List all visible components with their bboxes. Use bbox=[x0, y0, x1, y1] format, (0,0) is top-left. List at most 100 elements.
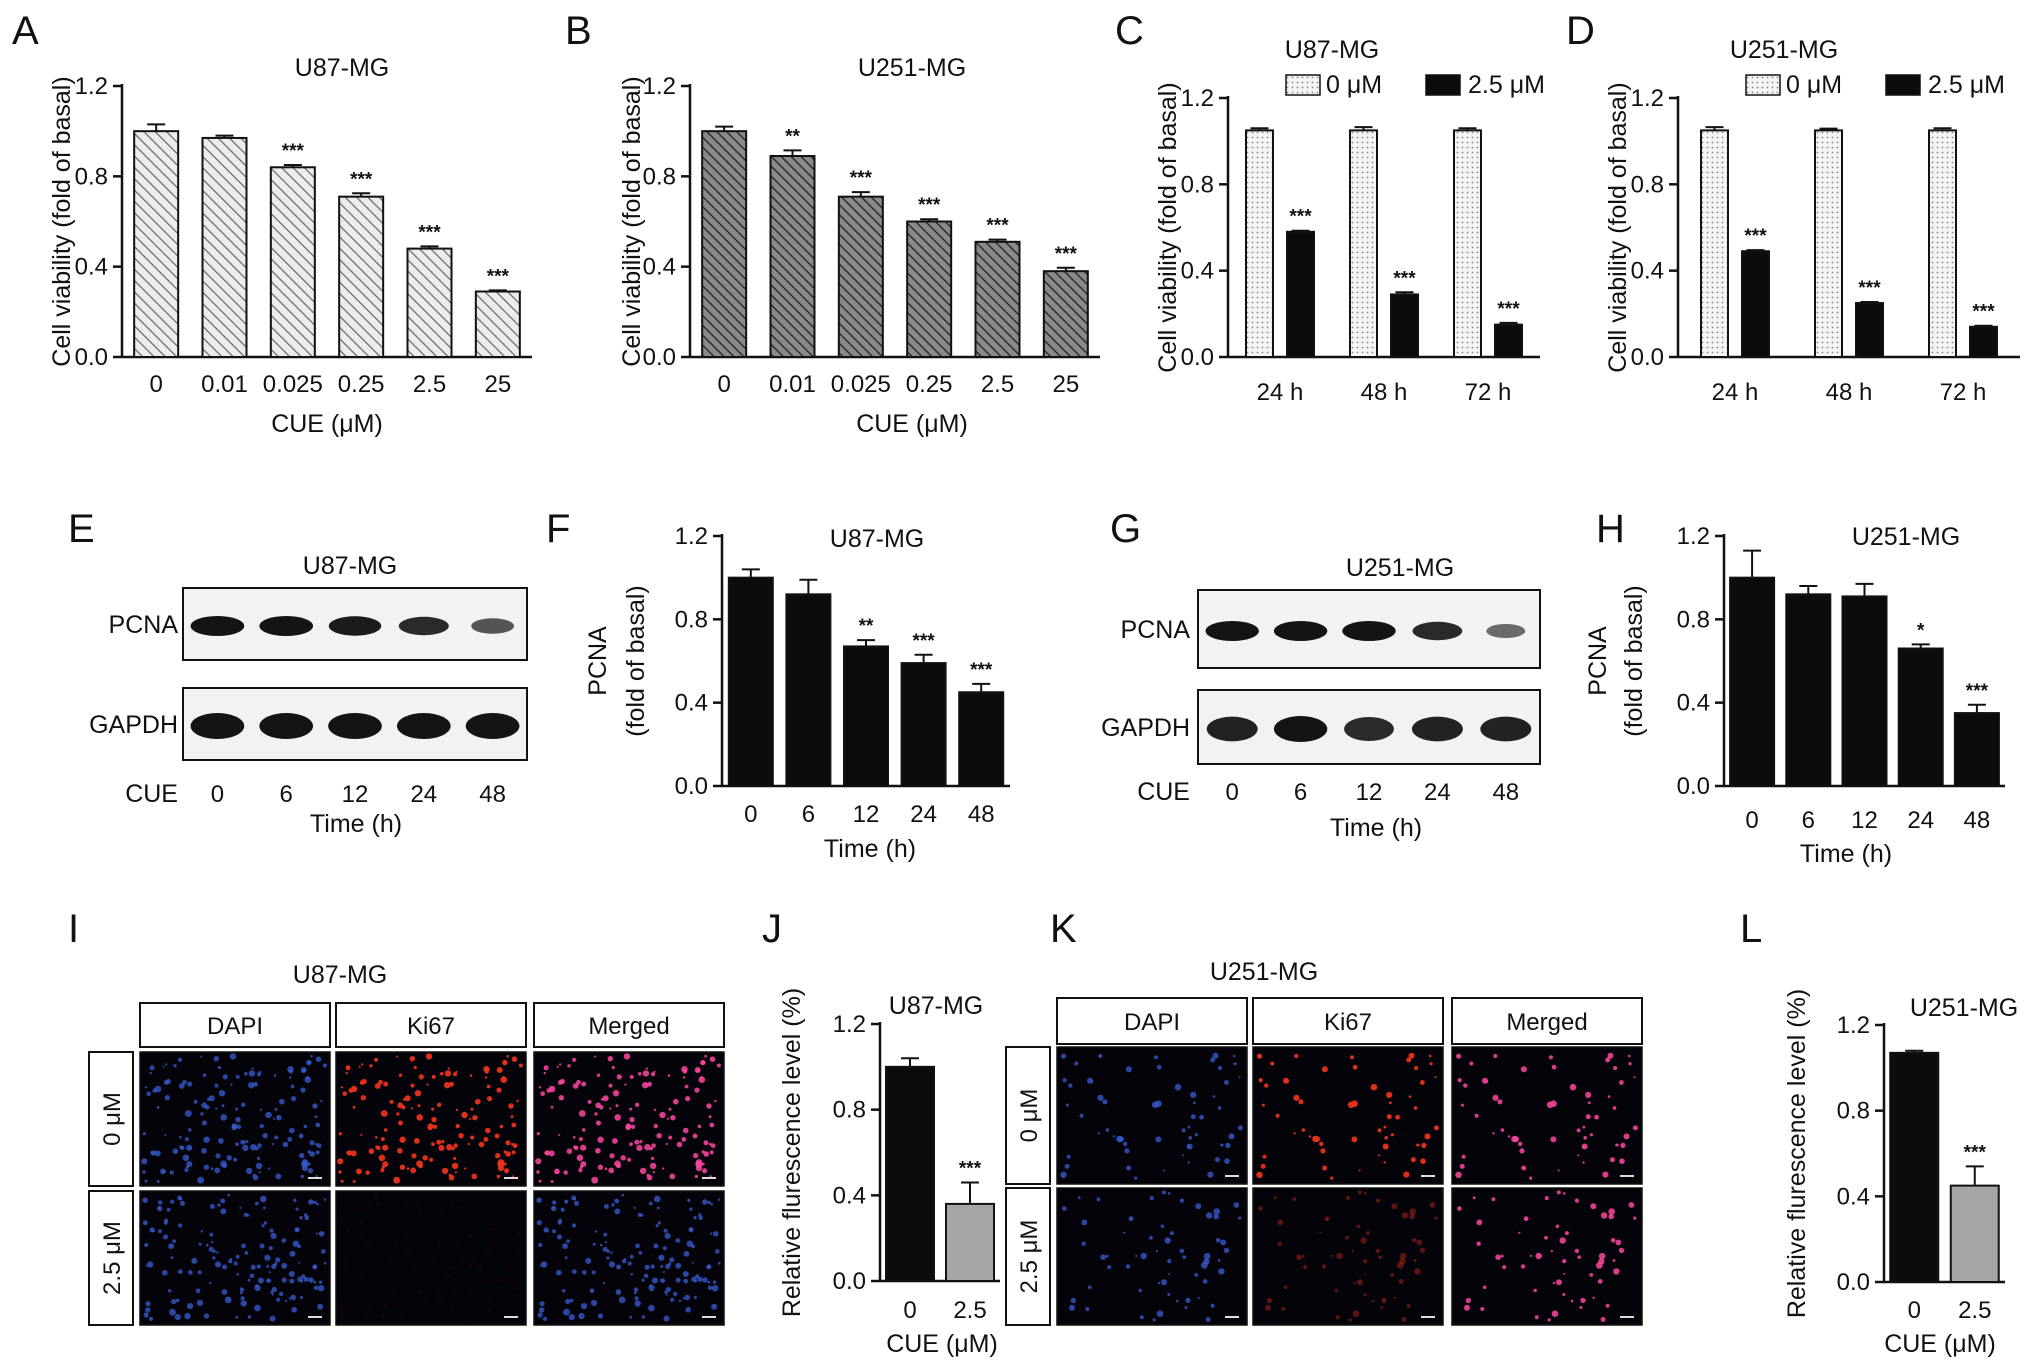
cell-nucleus bbox=[406, 1167, 410, 1170]
lane-label: 0 bbox=[1226, 779, 1239, 806]
cell-nucleus bbox=[1378, 1154, 1381, 1157]
y-tick-label: 1.2 bbox=[1631, 85, 1664, 112]
cell-nucleus bbox=[413, 1065, 417, 1070]
cell-nucleus bbox=[382, 1144, 389, 1151]
cell-nucleus bbox=[338, 1170, 342, 1174]
cell-nucleus bbox=[616, 1163, 621, 1169]
x-tick-label: 0.25 bbox=[338, 371, 385, 398]
cell-nucleus bbox=[228, 1259, 233, 1264]
cell-nucleus bbox=[211, 1241, 214, 1244]
cell-nucleus bbox=[1457, 1078, 1462, 1083]
cell-nucleus bbox=[710, 1143, 716, 1149]
y-tick-label: 1.2 bbox=[833, 1011, 866, 1038]
cell-nucleus bbox=[560, 1207, 565, 1212]
channel-label: Merged bbox=[1506, 1009, 1587, 1036]
y-axis-label: Cell viability (fold of basal) bbox=[48, 76, 76, 366]
cell-nucleus bbox=[222, 1074, 228, 1080]
cell-nucleus bbox=[250, 1264, 256, 1270]
cell-nucleus bbox=[551, 1205, 557, 1212]
cell-nucleus bbox=[418, 1289, 424, 1295]
cell-nucleus bbox=[424, 1194, 427, 1197]
micrograph-image bbox=[1056, 1187, 1248, 1326]
cell-nucleus bbox=[1179, 1248, 1185, 1254]
cell-nucleus bbox=[1273, 1196, 1277, 1200]
cell-nucleus bbox=[578, 1110, 586, 1117]
y-tick-label: 1.2 bbox=[75, 73, 108, 100]
cell-nucleus bbox=[662, 1167, 665, 1170]
y-tick-label: 0.8 bbox=[75, 163, 108, 190]
cell-nucleus bbox=[1535, 1252, 1542, 1260]
cell-nucleus bbox=[568, 1314, 575, 1321]
cell-nucleus bbox=[1312, 1135, 1319, 1143]
cell-nucleus bbox=[364, 1289, 367, 1292]
cell-nucleus bbox=[292, 1240, 299, 1247]
cell-nucleus bbox=[590, 1299, 598, 1307]
cell-nucleus bbox=[1375, 1248, 1381, 1254]
cell-nucleus bbox=[1207, 1171, 1214, 1178]
cell-nucleus bbox=[1570, 1299, 1574, 1303]
cell-nucleus bbox=[665, 1286, 671, 1293]
cell-nucleus bbox=[1205, 1317, 1211, 1322]
cell-nucleus bbox=[345, 1065, 351, 1071]
cell-nucleus bbox=[1077, 1196, 1081, 1200]
blot-band bbox=[1412, 621, 1463, 641]
cell-nucleus bbox=[312, 1264, 318, 1270]
cell-nucleus bbox=[654, 1195, 661, 1203]
cell-nucleus bbox=[1491, 1197, 1496, 1202]
cell-nucleus bbox=[496, 1174, 500, 1179]
cell-nucleus bbox=[559, 1063, 562, 1066]
cell-nucleus bbox=[1112, 1135, 1116, 1138]
bar bbox=[885, 1065, 935, 1283]
cell-nucleus bbox=[467, 1264, 472, 1269]
y-tick-label: 0.0 bbox=[833, 1268, 866, 1295]
cell-nucleus bbox=[1597, 1279, 1603, 1284]
cell-nucleus bbox=[512, 1143, 518, 1149]
cell-nucleus bbox=[243, 1212, 248, 1217]
cell-nucleus bbox=[1455, 1171, 1462, 1179]
cell-nucleus bbox=[209, 1204, 215, 1209]
cell-nucleus bbox=[627, 1261, 632, 1266]
cell-nucleus bbox=[466, 1316, 472, 1322]
y-tick-label: 0.8 bbox=[1181, 171, 1214, 198]
cell-nucleus bbox=[638, 1072, 642, 1076]
cell-nucleus bbox=[566, 1148, 573, 1154]
cell-nucleus bbox=[356, 1168, 362, 1175]
cell-nucleus bbox=[1492, 1132, 1495, 1135]
cell-nucleus bbox=[687, 1198, 691, 1202]
cell-nucleus bbox=[1623, 1133, 1630, 1140]
cell-nucleus bbox=[1224, 1158, 1230, 1164]
cell-nucleus bbox=[392, 1289, 397, 1294]
cell-nucleus bbox=[1564, 1231, 1569, 1236]
cell-nucleus bbox=[339, 1220, 344, 1225]
x-tick-label: 24 h bbox=[1712, 379, 1759, 406]
cell-nucleus bbox=[1223, 1247, 1230, 1254]
bar bbox=[1855, 302, 1884, 358]
cell-nucleus bbox=[187, 1303, 194, 1310]
cell-nucleus bbox=[656, 1206, 660, 1210]
cell-nucleus bbox=[633, 1291, 637, 1295]
cell-nucleus bbox=[360, 1133, 363, 1136]
cell-nucleus bbox=[257, 1277, 264, 1284]
treatment-label: CUE bbox=[1137, 778, 1190, 806]
cell-nucleus bbox=[380, 1110, 388, 1117]
cell-nucleus bbox=[1298, 1099, 1304, 1105]
cell-nucleus bbox=[437, 1244, 442, 1249]
cell-nucleus bbox=[650, 1264, 655, 1269]
cell-nucleus bbox=[315, 1150, 320, 1155]
cell-nucleus bbox=[212, 1256, 216, 1260]
cell-nucleus bbox=[1383, 1125, 1387, 1129]
cell-nucleus bbox=[359, 1235, 364, 1240]
cell-nucleus bbox=[1190, 1114, 1196, 1120]
cell-nucleus bbox=[1574, 1248, 1580, 1254]
cell-nucleus bbox=[650, 1289, 653, 1292]
cell-nucleus bbox=[1139, 1315, 1144, 1320]
cell-nucleus bbox=[214, 1167, 221, 1174]
cell-nucleus bbox=[1417, 1144, 1420, 1147]
cell-nucleus bbox=[436, 1291, 439, 1294]
cell-nucleus bbox=[384, 1270, 389, 1275]
cell-nucleus bbox=[1157, 1281, 1161, 1285]
cell-nucleus bbox=[300, 1174, 304, 1179]
cell-nucleus bbox=[653, 1070, 656, 1073]
cell-nucleus bbox=[393, 1176, 401, 1184]
x-tick-label: 12 bbox=[853, 801, 880, 828]
